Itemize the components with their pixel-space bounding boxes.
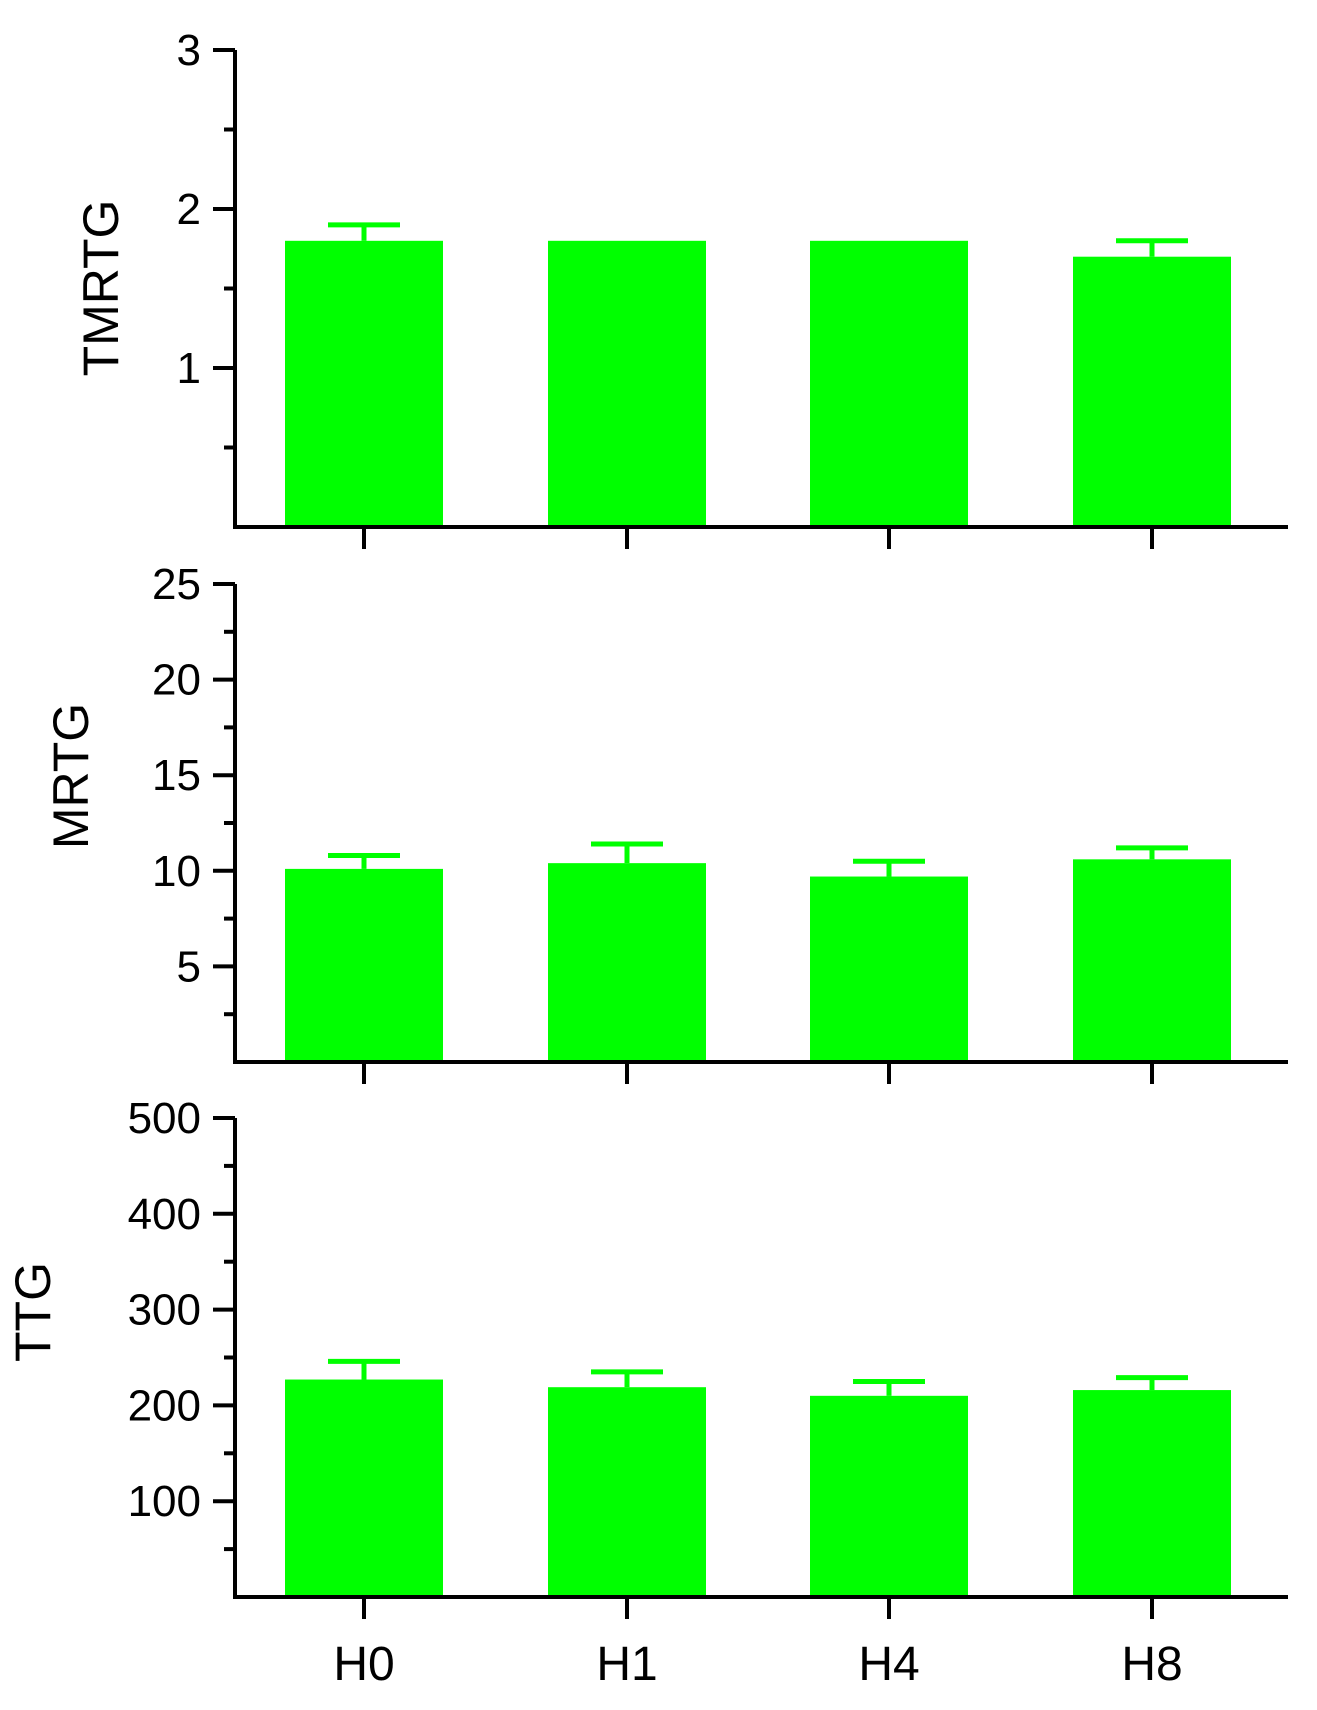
ttg-panel: 100 200 300 400 500 H0 H1 H4 H8 TTG (5, 1094, 1288, 1691)
y-axis-title: MRTG (43, 703, 99, 849)
x-tick-label-h0: H0 (333, 1638, 394, 1691)
y-axis-title: TMRTG (73, 200, 129, 377)
bar-h0 (285, 868, 443, 1062)
bar-h4 (810, 1395, 968, 1597)
y-tick-label: 10 (152, 847, 201, 896)
bar-h4 (810, 876, 968, 1062)
bar-h1 (548, 240, 706, 528)
y-tick-label: 300 (128, 1286, 201, 1335)
y-axis-title: TTG (5, 1262, 61, 1362)
bar-h1 (548, 863, 706, 1062)
tmrtg-panel: 1 2 3 TMRTG (73, 26, 1288, 549)
x-tick-label-h4: H4 (858, 1638, 919, 1691)
y-tick-label: 400 (128, 1190, 201, 1239)
y-tick-label: 20 (152, 656, 201, 705)
bar-h8 (1073, 256, 1231, 527)
bar-h8 (1073, 1390, 1231, 1597)
y-tick-label: 2 (177, 185, 201, 234)
y-tick-label: 15 (152, 751, 201, 800)
bar-h0 (285, 240, 443, 528)
x-tick-label-h1: H1 (596, 1638, 657, 1691)
y-tick-label: 500 (128, 1094, 201, 1143)
bar-h4 (810, 240, 968, 528)
y-tick-label: 1 (177, 344, 201, 393)
bar-h1 (548, 1387, 706, 1597)
x-tick-label-h8: H8 (1121, 1638, 1182, 1691)
y-tick-label: 200 (128, 1381, 201, 1430)
y-tick-label: 3 (177, 26, 201, 75)
mrtg-panel: 5 10 15 20 25 MRTG (43, 560, 1288, 1084)
y-tick-label: 5 (177, 942, 201, 991)
y-tick-label: 25 (152, 560, 201, 609)
bar-h0 (285, 1379, 443, 1597)
bar-h8 (1073, 859, 1231, 1062)
y-tick-label: 100 (128, 1477, 201, 1526)
